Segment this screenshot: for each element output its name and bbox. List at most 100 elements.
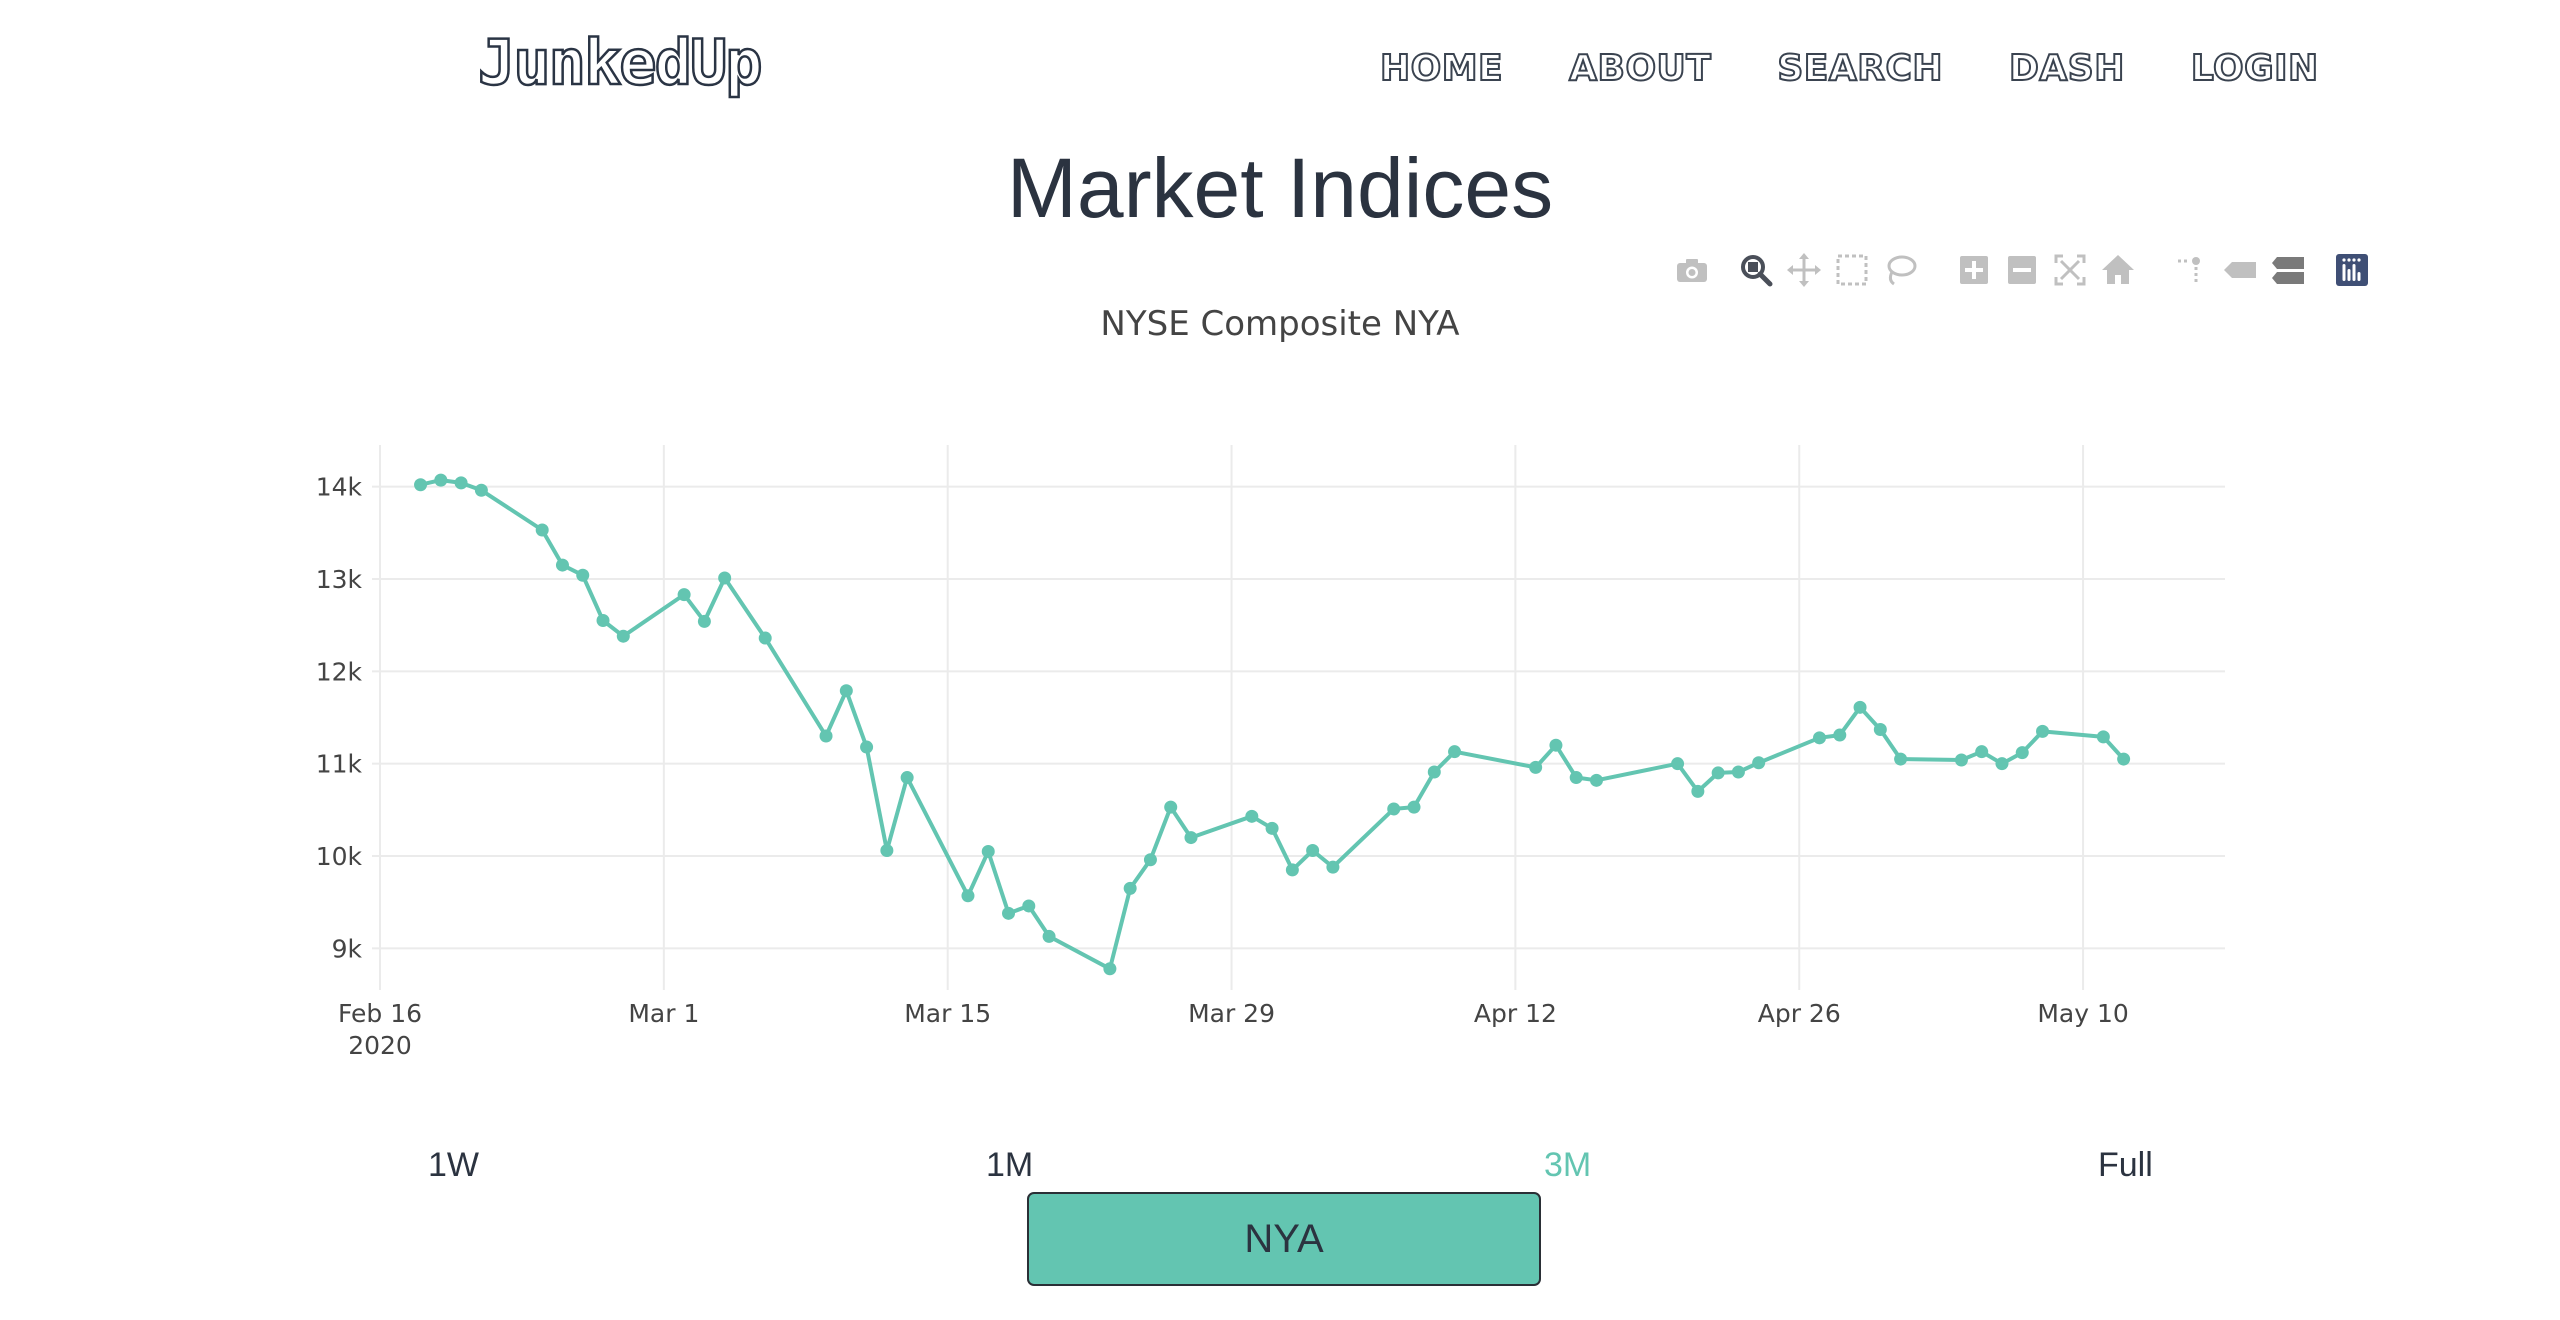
data-point[interactable] (1387, 802, 1401, 816)
hover-closest-icon (2224, 262, 2256, 278)
lasso-select-icon (1887, 255, 1917, 286)
data-point[interactable] (1123, 881, 1137, 895)
data-point[interactable] (616, 629, 630, 643)
data-point[interactable] (434, 473, 448, 487)
data-point[interactable] (1853, 700, 1867, 714)
x-tick-label: Mar 1 (628, 999, 699, 1028)
data-point[interactable] (1042, 929, 1056, 943)
data-point[interactable] (596, 614, 610, 628)
data-point[interactable] (1285, 863, 1299, 877)
data-point[interactable] (1813, 731, 1827, 745)
range-button-1w[interactable]: 1W (428, 1146, 479, 1184)
data-point[interactable] (1711, 766, 1725, 780)
data-point[interactable] (1589, 773, 1603, 787)
data-point[interactable] (2036, 724, 2050, 738)
data-point[interactable] (1833, 728, 1847, 742)
data-point[interactable] (2015, 746, 2029, 760)
data-point[interactable] (1448, 745, 1462, 759)
symbol-nya-button[interactable]: NYA (1027, 1192, 1541, 1286)
data-point[interactable] (1975, 745, 1989, 759)
data-point[interactable] (1265, 821, 1279, 835)
data-point[interactable] (1326, 860, 1340, 874)
range-button-full[interactable]: Full (2098, 1146, 2153, 1184)
data-point[interactable] (535, 523, 549, 537)
spike-lines-button[interactable] (2170, 248, 2214, 292)
box-select-button[interactable] (1830, 248, 1874, 292)
nav-search[interactable]: SEARCH (1776, 47, 1944, 90)
data-point[interactable] (1873, 723, 1887, 737)
autoscale-button[interactable] (2048, 248, 2092, 292)
data-point[interactable] (1731, 765, 1745, 779)
nav-about[interactable]: ABOUT (1568, 47, 1712, 90)
reset-axes-button[interactable] (2096, 248, 2140, 292)
lasso-select-button[interactable] (1878, 248, 1922, 292)
data-point[interactable] (1022, 899, 1036, 913)
range-button-3m[interactable]: 3M (1544, 1146, 1592, 1184)
zoom-button[interactable] (1734, 248, 1778, 292)
plotly-logo-button[interactable] (2330, 248, 2374, 292)
spike-lines-icon (2178, 257, 2200, 282)
data-point[interactable] (880, 844, 894, 858)
data-point[interactable] (718, 571, 732, 585)
data-point[interactable] (1103, 962, 1117, 976)
range-button-1m[interactable]: 1M (986, 1146, 1034, 1184)
zoom-in-icon (1960, 256, 1988, 284)
data-point[interactable] (1995, 757, 2009, 771)
nav-home[interactable]: HOME (1379, 47, 1504, 90)
chart-title: NYSE Composite NYA (1100, 304, 1460, 344)
data-point[interactable] (900, 771, 914, 785)
data-point[interactable] (1671, 757, 1685, 771)
data-point[interactable] (474, 483, 488, 497)
data-point[interactable] (2117, 752, 2131, 766)
nav-login[interactable]: LOGIN (2190, 47, 2319, 90)
data-point[interactable] (555, 558, 569, 572)
main-nav: HOME ABOUT SEARCH DASH LOGIN (1379, 47, 2319, 90)
data-point[interactable] (1184, 831, 1198, 845)
data-point[interactable] (1569, 771, 1583, 785)
data-point[interactable] (454, 476, 468, 490)
autoscale-icon (2054, 254, 2086, 286)
data-point[interactable] (1002, 906, 1016, 920)
y-tick-label: 13k (316, 565, 363, 594)
data-point[interactable] (1894, 752, 1908, 766)
x-tick-label: May 10 (2037, 999, 2128, 1028)
data-point[interactable] (2096, 730, 2110, 744)
data-point[interactable] (1164, 800, 1178, 814)
x-tick-year-label: 2020 (348, 1031, 412, 1060)
data-point[interactable] (1143, 853, 1157, 867)
hover-compare-icon (2272, 257, 2304, 284)
data-point[interactable] (981, 844, 995, 858)
data-point[interactable] (860, 740, 874, 754)
hover-compare-button[interactable] (2266, 248, 2310, 292)
download-png-button[interactable] (1670, 248, 1714, 292)
data-point[interactable] (1245, 809, 1259, 823)
data-point[interactable] (839, 684, 853, 698)
y-axis: 9k 10k 11k 12k 13k 14k (316, 473, 363, 964)
data-point[interactable] (414, 478, 428, 492)
data-point[interactable] (1407, 800, 1421, 814)
y-tick-label: 12k (316, 657, 363, 686)
data-point[interactable] (1549, 738, 1563, 752)
zoom-out-button[interactable] (2000, 248, 2044, 292)
data-point[interactable] (961, 889, 975, 903)
data-point[interactable] (1954, 753, 1968, 767)
x-tick-label: Apr 26 (1758, 999, 1841, 1028)
nav-dash[interactable]: DASH (2008, 47, 2125, 90)
data-point[interactable] (1529, 760, 1543, 774)
data-point[interactable] (1752, 756, 1766, 770)
data-point[interactable] (1427, 765, 1441, 779)
data-point[interactable] (576, 568, 590, 582)
x-tick-label: Feb 16 (338, 999, 422, 1028)
data-point[interactable] (1691, 784, 1705, 798)
data-point[interactable] (758, 631, 772, 645)
data-point[interactable] (819, 729, 833, 743)
pan-button[interactable] (1782, 248, 1826, 292)
box-select-icon (1836, 254, 1868, 286)
brand-logo[interactable]: JunkedUp (477, 24, 764, 100)
data-point[interactable] (1306, 844, 1320, 858)
hover-closest-button[interactable] (2218, 248, 2262, 292)
data-point[interactable] (697, 614, 711, 628)
zoom-in-button[interactable] (1952, 248, 1996, 292)
data-point[interactable] (677, 588, 691, 602)
plotly-logo-icon (2336, 254, 2368, 286)
